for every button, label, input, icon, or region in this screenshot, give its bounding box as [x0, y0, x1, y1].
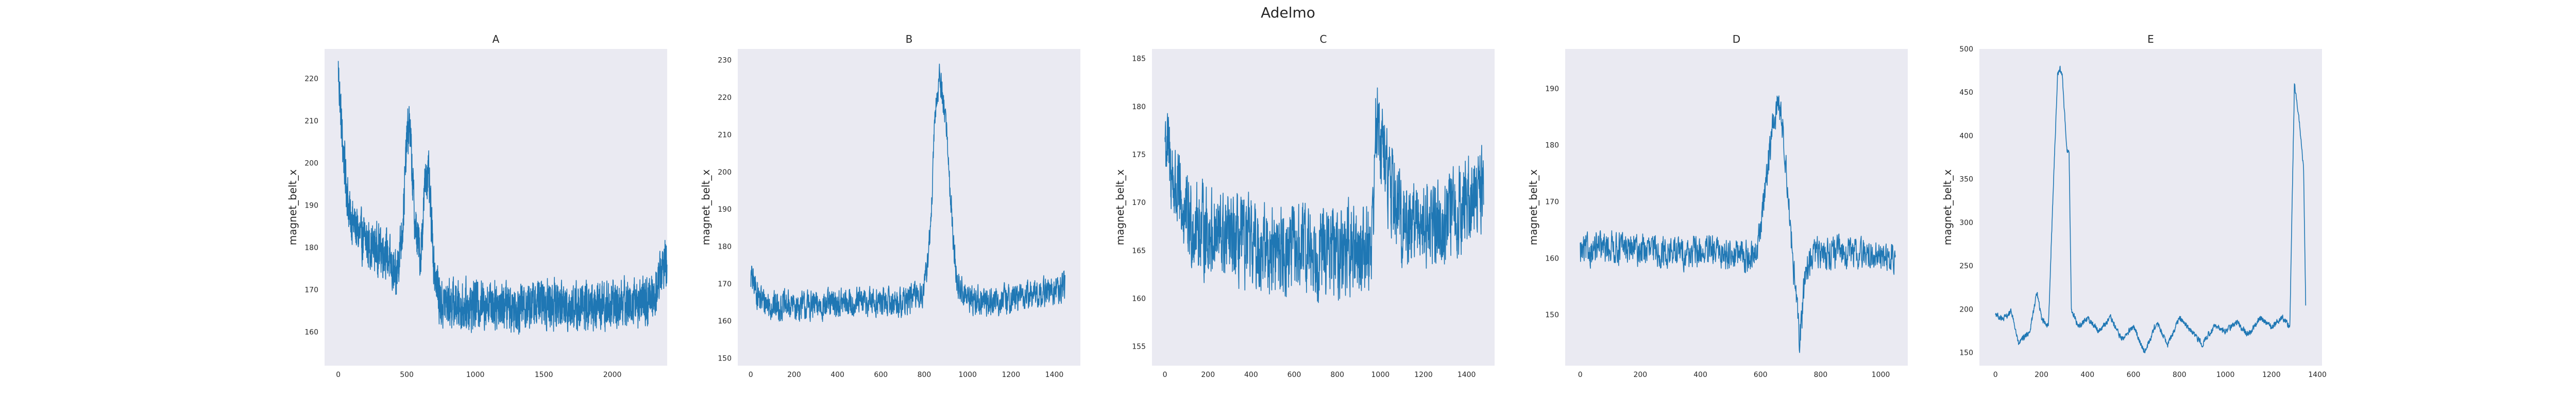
y-tick-label: 220 — [718, 94, 732, 102]
y-tick-label: 170 — [304, 286, 318, 294]
y-axis-label: magnet_belt_x — [1527, 169, 1539, 246]
x-tick-label: 0 — [1578, 371, 1583, 379]
y-axis-label: magnet_belt_x — [1941, 169, 1954, 246]
y-tick-label: 190 — [304, 201, 318, 210]
x-tick-label: 400 — [831, 371, 844, 379]
y-tick-label: 160 — [1132, 295, 1146, 303]
y-axis-label: magnet_belt_x — [700, 169, 712, 246]
x-tick-label: 0 — [1163, 371, 1167, 379]
y-tick-label: 200 — [718, 168, 732, 177]
series-line — [1995, 65, 2307, 353]
x-tick-label: 400 — [1693, 371, 1707, 379]
x-tick-label: 200 — [1201, 371, 1215, 379]
y-tick-label: 155 — [1132, 343, 1146, 351]
y-tick-label: 210 — [718, 131, 732, 139]
y-tick-label: 150 — [718, 355, 732, 363]
figure-title: Adelmo — [1261, 4, 1315, 21]
subplot-title: B — [906, 33, 913, 45]
y-tick-label: 175 — [1132, 151, 1146, 159]
y-tick-label: 350 — [1959, 176, 1973, 184]
x-tick-label: 500 — [400, 371, 414, 379]
y-tick-label: 150 — [1545, 311, 1559, 319]
y-tick-label: 165 — [1132, 247, 1146, 255]
y-tick-label: 170 — [718, 280, 732, 288]
x-tick-label: 2000 — [603, 371, 622, 379]
subplot-title: D — [1733, 33, 1740, 45]
y-tick-label: 160 — [718, 317, 732, 325]
y-tick-label: 180 — [718, 243, 732, 251]
x-tick-label: 0 — [749, 371, 753, 379]
x-tick-label: 800 — [918, 371, 931, 379]
y-tick-label: 170 — [1545, 198, 1559, 207]
x-tick-label: 200 — [1633, 371, 1647, 379]
y-tick-label: 300 — [1959, 219, 1973, 227]
x-tick-label: 1200 — [2262, 371, 2281, 379]
x-tick-label: 600 — [1754, 371, 1768, 379]
x-tick-label: 400 — [2080, 371, 2094, 379]
y-tick-label: 500 — [1959, 45, 1973, 54]
x-tick-label: 800 — [1330, 371, 1344, 379]
x-tick-label: 0 — [1993, 371, 1998, 379]
x-tick-label: 1400 — [1458, 371, 1476, 379]
x-tick-label: 1200 — [1002, 371, 1020, 379]
x-tick-label: 400 — [1244, 371, 1258, 379]
y-axis-label: magnet_belt_x — [286, 169, 299, 246]
y-tick-label: 190 — [1545, 85, 1559, 93]
y-tick-label: 400 — [1959, 132, 1973, 140]
x-tick-label: 600 — [874, 371, 888, 379]
series-line — [750, 63, 1065, 322]
x-tick-label: 200 — [2035, 371, 2048, 379]
x-tick-label: 800 — [2173, 371, 2187, 379]
series-line — [1580, 95, 1896, 353]
x-tick-label: 200 — [787, 371, 801, 379]
y-tick-label: 220 — [304, 75, 318, 83]
plot-area — [1565, 49, 1908, 366]
subplot-title: C — [1320, 33, 1327, 45]
x-tick-label: 1000 — [466, 371, 485, 379]
y-tick-label: 210 — [304, 117, 318, 125]
y-tick-label: 185 — [1132, 55, 1146, 63]
x-tick-label: 1200 — [1414, 371, 1433, 379]
x-tick-label: 1500 — [535, 371, 553, 379]
y-tick-label: 160 — [304, 328, 318, 336]
y-tick-label: 250 — [1959, 262, 1973, 270]
x-tick-label: 600 — [1287, 371, 1301, 379]
y-tick-label: 450 — [1959, 89, 1973, 97]
series-line — [337, 61, 668, 335]
y-tick-label: 170 — [1132, 199, 1146, 207]
subplot-title: A — [493, 33, 500, 45]
y-tick-label: 180 — [1545, 142, 1559, 150]
x-tick-label: 0 — [336, 371, 341, 379]
y-tick-label: 200 — [304, 159, 318, 167]
y-tick-label: 180 — [304, 244, 318, 252]
x-tick-label: 1400 — [1045, 371, 1064, 379]
y-tick-label: 200 — [1959, 305, 1973, 314]
x-tick-label: 1000 — [1371, 371, 1390, 379]
y-tick-label: 180 — [1132, 103, 1146, 111]
x-tick-label: 1000 — [2216, 371, 2235, 379]
plot-area — [738, 49, 1080, 366]
x-tick-label: 600 — [2127, 371, 2141, 379]
subplot-title: E — [2147, 33, 2154, 45]
plot-area — [1979, 49, 2322, 366]
y-tick-label: 230 — [718, 57, 732, 65]
y-axis-label: magnet_belt_x — [1114, 169, 1126, 246]
y-tick-label: 190 — [718, 205, 732, 214]
x-tick-label: 1000 — [958, 371, 977, 379]
x-tick-label: 1000 — [1872, 371, 1890, 379]
x-tick-label: 800 — [1814, 371, 1827, 379]
series-line — [1164, 87, 1484, 303]
y-tick-label: 150 — [1959, 349, 1973, 357]
y-tick-label: 160 — [1545, 254, 1559, 263]
x-tick-label: 1400 — [2308, 371, 2327, 379]
